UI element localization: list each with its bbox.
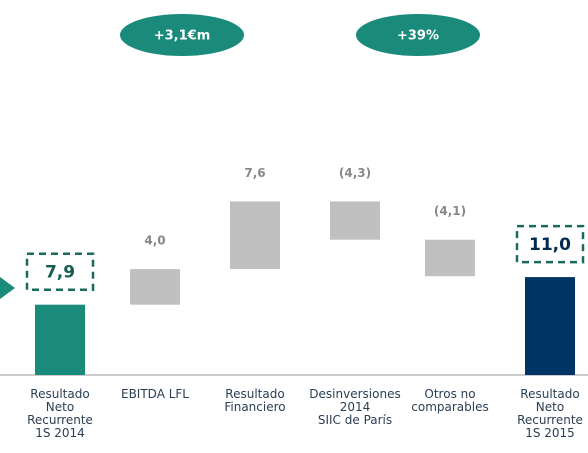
label-box — [515, 224, 585, 264]
x-tick-label: Resultado Financiero — [224, 387, 286, 414]
bar — [525, 277, 575, 375]
value-label: (4,1) — [434, 204, 466, 218]
annotation-bubble — [120, 14, 244, 56]
x-tick-label: Otros no comparables — [411, 387, 489, 414]
bar — [230, 201, 280, 270]
x-tick-label: Desinversiones 2014 SIIC de París — [309, 387, 401, 427]
arrow — [0, 277, 15, 299]
x-tick-label: Resultado Neto Recurrente 1S 2014 — [27, 387, 93, 440]
x-tick-label: Resultado Neto Recurrente 1S 2015 — [517, 387, 583, 440]
value-label: 4,0 — [144, 234, 165, 248]
value-label: (4,3) — [339, 166, 371, 180]
annotation-bubble — [356, 14, 480, 56]
x-tick-label: EBITDA LFL — [120, 387, 189, 401]
value-label: 7,6 — [244, 166, 265, 180]
label-box — [25, 252, 95, 291]
bar — [130, 269, 180, 305]
annotation: +3,1€m — [154, 29, 211, 44]
bar — [330, 201, 380, 240]
annotation: +39% — [397, 29, 439, 44]
value-label: 7,9 — [45, 263, 75, 283]
bar — [425, 239, 475, 277]
value-label: 11,0 — [529, 235, 571, 255]
bar — [35, 304, 85, 375]
